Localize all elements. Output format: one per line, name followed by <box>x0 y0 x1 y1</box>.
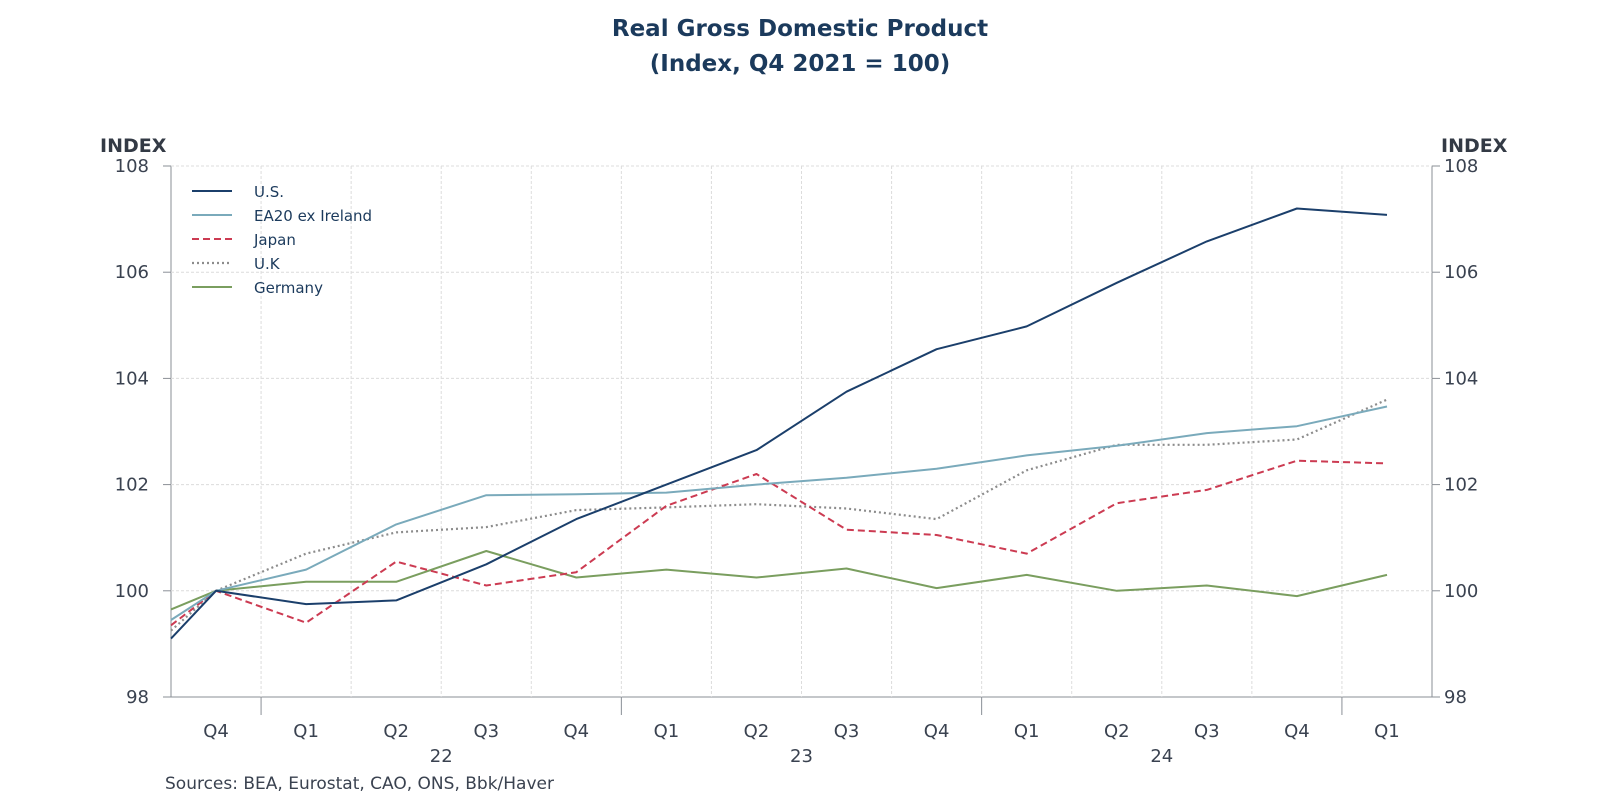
legend-label-japan: Japan <box>253 231 296 249</box>
x-year-label: 22 <box>430 746 453 767</box>
y-tick-label-right: 104 <box>1444 368 1478 389</box>
y-tick-label-left: 100 <box>115 581 149 602</box>
source-note: Sources: BEA, Eurostat, CAO, ONS, Bbk/Ha… <box>165 774 554 794</box>
gridlines <box>171 165 1432 697</box>
ea20-line <box>170 405 1388 621</box>
x-tick-label: Q3 <box>1194 721 1220 742</box>
x-tick-label: Q1 <box>654 721 680 742</box>
legend-item-us: U.S. <box>192 183 284 201</box>
x-year-label: 23 <box>790 746 813 767</box>
left-axis-unit-label: INDEX <box>100 135 167 157</box>
x-tick-label: Q4 <box>924 721 950 742</box>
x-tick-label: Q1 <box>1014 721 1040 742</box>
y-tick-label-right: 102 <box>1444 475 1478 496</box>
chart-subtitle: (Index, Q4 2021 = 100) <box>650 51 950 77</box>
right-axis-unit-label: INDEX <box>1441 135 1508 157</box>
x-tick-label: Q4 <box>1284 721 1310 742</box>
legend-item-japan: Japan <box>192 231 296 249</box>
x-tick-label: Q2 <box>383 721 409 742</box>
right-y-axis: 98 100 102 104 106 108 <box>1432 156 1478 708</box>
x-year-label: 24 <box>1150 746 1173 767</box>
left-y-axis: 98 100 102 104 106 108 <box>115 156 171 708</box>
legend-label-us: U.S. <box>254 183 284 201</box>
x-tick-label: Q1 <box>1374 721 1400 742</box>
us-line <box>170 207 1388 640</box>
x-tick-label: Q3 <box>834 721 860 742</box>
y-tick-label-right: 98 <box>1444 687 1467 708</box>
x-axis: Q4 Q1 Q2 Q3 Q4 Q1 Q2 Q3 Q4 Q1 Q2 Q3 Q4 Q1 22 23 24 <box>203 697 1400 767</box>
legend: U.S. EA20 ex Ireland Japan U.K Germany <box>192 183 372 297</box>
legend-label-ea20: EA20 ex Ireland <box>254 207 372 225</box>
x-tick-label: Q4 <box>564 721 590 742</box>
x-tick-label: Q3 <box>473 721 499 742</box>
y-tick-label-left: 106 <box>115 262 149 283</box>
x-tick-label: Q2 <box>1104 721 1130 742</box>
legend-item-uk: U.K <box>192 255 281 273</box>
y-tick-label-right: 106 <box>1444 262 1478 283</box>
x-tick-label: Q4 <box>203 721 229 742</box>
y-tick-label-left: 98 <box>126 687 149 708</box>
x-tick-label: Q2 <box>744 721 770 742</box>
legend-item-germany: Germany <box>192 279 323 297</box>
legend-label-germany: Germany <box>254 279 323 297</box>
y-tick-label-left: 102 <box>115 475 149 496</box>
y-tick-label-right: 108 <box>1444 156 1478 177</box>
y-tick-label-left: 104 <box>115 368 149 389</box>
germany-line <box>170 550 1388 611</box>
x-tick-label: Q1 <box>293 721 319 742</box>
legend-item-ea20: EA20 ex Ireland <box>192 207 372 225</box>
series-lines <box>170 207 1388 640</box>
y-tick-label-right: 100 <box>1444 581 1478 602</box>
legend-label-uk: U.K <box>254 255 281 273</box>
chart-title: Real Gross Domestic Product <box>612 16 988 42</box>
y-tick-label-left: 108 <box>115 156 149 177</box>
